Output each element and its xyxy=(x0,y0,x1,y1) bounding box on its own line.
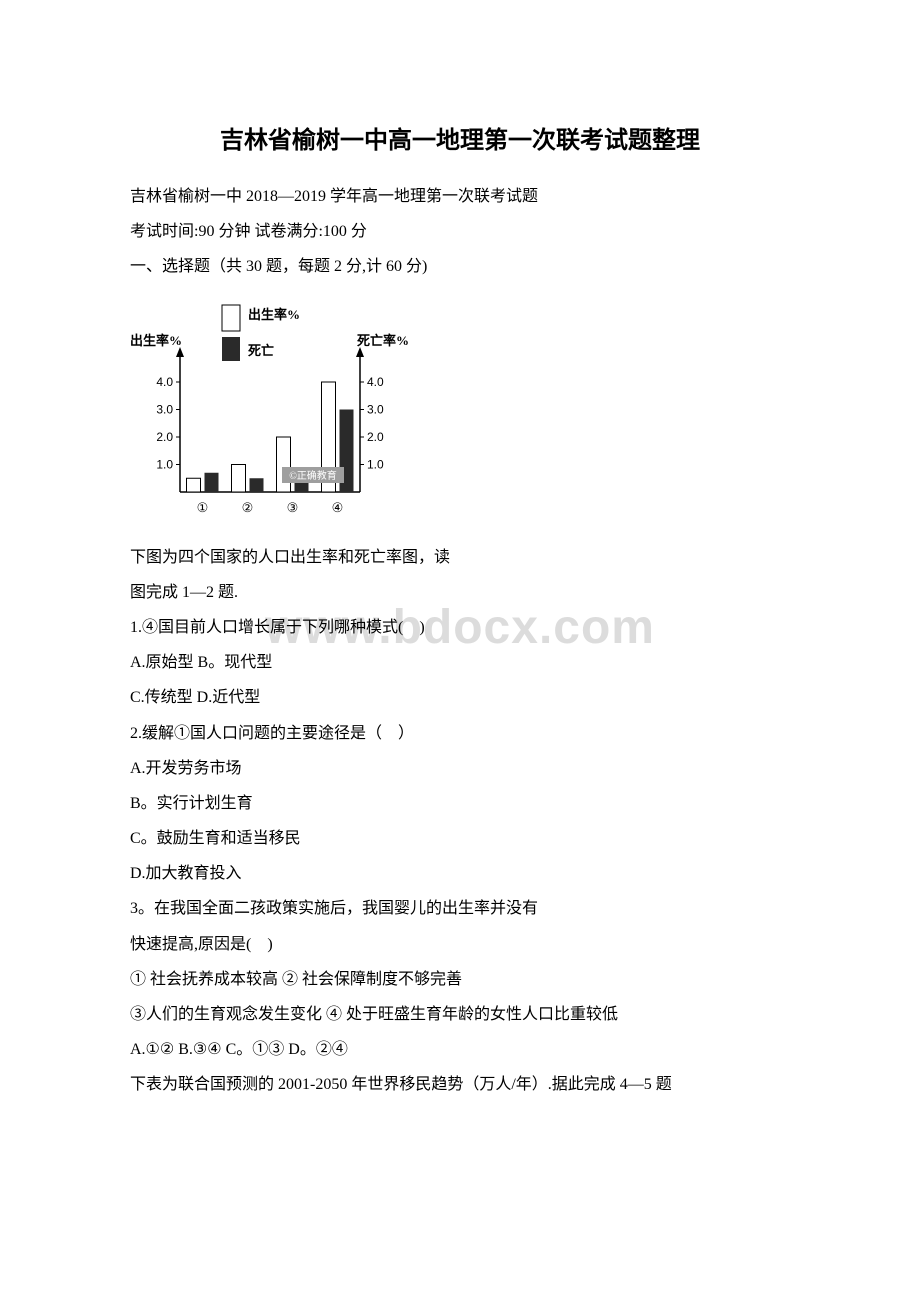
svg-text:②: ② xyxy=(242,500,254,515)
svg-text:3.0: 3.0 xyxy=(156,402,173,416)
question-1: 1.④国目前人口增长属于下列哪种模式( ) xyxy=(130,610,790,645)
birth-death-chart: 出生率% 死亡 出生率% 死亡率% 1.0 1.0 2.0 2.0 3.0 3.0 4.0 4.0 ① ②… xyxy=(130,297,790,532)
svg-text:死亡率%: 死亡率% xyxy=(357,333,409,348)
svg-text:2.0: 2.0 xyxy=(367,430,384,444)
svg-text:③: ③ xyxy=(287,500,299,515)
question-1-cd: C.传统型 D.近代型 xyxy=(130,680,790,715)
svg-text:4.0: 4.0 xyxy=(367,375,384,389)
svg-text:3.0: 3.0 xyxy=(367,402,384,416)
section-heading: 一、选择题（共 30 题，每题 2 分,计 60 分) xyxy=(130,249,790,284)
question-2: 2.缓解①国人口问题的主要途径是（ ） xyxy=(130,716,790,751)
question-2-b: B。实行计划生育 xyxy=(130,786,790,821)
question-3-line5: A.①② B.③④ C。①③ D。②④ xyxy=(130,1032,790,1067)
svg-text:出生率%: 出生率% xyxy=(130,333,182,348)
question-3-line2: 快速提高,原因是( ) xyxy=(130,927,790,962)
svg-text:1.0: 1.0 xyxy=(367,457,384,471)
svg-text:4.0: 4.0 xyxy=(156,375,173,389)
svg-text:死亡: 死亡 xyxy=(248,343,274,358)
header-line-1: 吉林省榆树一中 2018—2019 学年高一地理第一次联考试题 xyxy=(130,179,790,214)
question-4-intro: 下表为联合国预测的 2001-2050 年世界移民趋势（万人/年）.据此完成 4… xyxy=(130,1067,790,1102)
question-2-a: A.开发劳务市场 xyxy=(130,751,790,786)
svg-text:©正确教育: ©正确教育 xyxy=(289,469,337,482)
document-content: 吉林省榆树一中高一地理第一次联考试题整理 吉林省榆树一中 2018—2019 学… xyxy=(130,120,790,1103)
question-3-line1: 3。在我国全面二孩政策实施后，我国婴儿的出生率并没有 xyxy=(130,891,790,926)
svg-text:出生率%: 出生率% xyxy=(248,307,300,322)
question-1-ab: A.原始型 B。现代型 xyxy=(130,645,790,680)
question-3-line4: ③人们的生育观念发生变化 ④ 处于旺盛生育年龄的女性人口比重较低 xyxy=(130,997,790,1032)
question-3-line3: ① 社会抚养成本较高 ② 社会保障制度不够完善 xyxy=(130,962,790,997)
question-2-d: D.加大教育投入 xyxy=(130,856,790,891)
question-intro-2: 图完成 1—2 题. xyxy=(130,575,790,610)
header-line-2: 考试时间:90 分钟 试卷满分:100 分 xyxy=(130,214,790,249)
document-title: 吉林省榆树一中高一地理第一次联考试题整理 xyxy=(130,120,790,155)
svg-text:2.0: 2.0 xyxy=(156,430,173,444)
chart-svg: 出生率% 死亡 出生率% 死亡率% 1.0 1.0 2.0 2.0 3.0 3.0 4.0 4.0 ① ②… xyxy=(130,297,410,527)
question-2-c: C。鼓励生育和适当移民 xyxy=(130,821,790,856)
svg-text:④: ④ xyxy=(332,500,344,515)
question-intro-1: 下图为四个国家的人口出生率和死亡率图，读 xyxy=(130,540,790,575)
svg-text:①: ① xyxy=(197,500,209,515)
svg-text:1.0: 1.0 xyxy=(156,457,173,471)
